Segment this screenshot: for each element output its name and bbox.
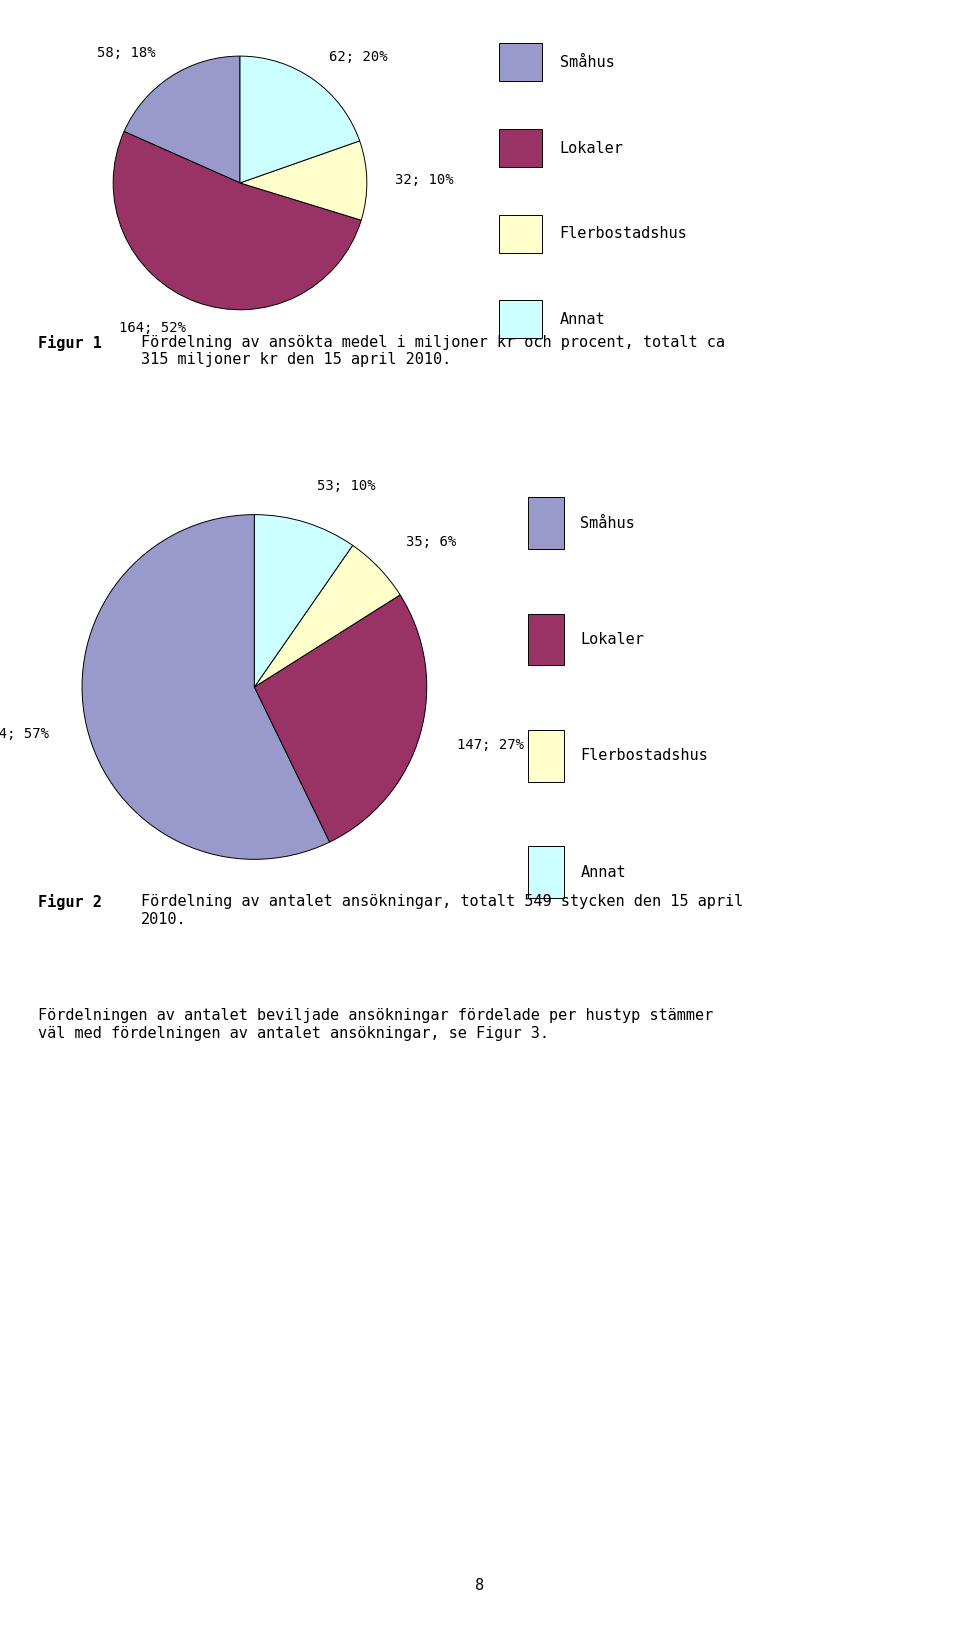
Wedge shape: [254, 514, 352, 686]
FancyBboxPatch shape: [499, 128, 542, 167]
Text: Fördelning av ansökta medel i miljoner kr och procent, totalt ca
315 miljoner kr: Fördelning av ansökta medel i miljoner k…: [141, 335, 725, 367]
Text: Lokaler: Lokaler: [560, 140, 624, 156]
Text: 147; 27%: 147; 27%: [457, 738, 523, 751]
FancyBboxPatch shape: [528, 730, 564, 782]
Wedge shape: [254, 595, 427, 842]
FancyBboxPatch shape: [528, 613, 564, 665]
Text: Annat: Annat: [560, 312, 606, 327]
Text: Fördelning av antalet ansökningar, totalt 549 stycken den 15 april
2010.: Fördelning av antalet ansökningar, total…: [141, 894, 743, 927]
FancyBboxPatch shape: [528, 847, 564, 898]
Text: 8: 8: [475, 1577, 485, 1593]
Text: 32; 10%: 32; 10%: [395, 172, 453, 187]
Text: Figur 2: Figur 2: [38, 894, 103, 911]
Text: Flerbostadshus: Flerbostadshus: [560, 226, 687, 241]
Wedge shape: [82, 514, 329, 859]
Text: Figur 1: Figur 1: [38, 335, 103, 351]
Wedge shape: [113, 132, 361, 309]
Text: Småhus: Småhus: [581, 515, 636, 530]
Text: 314; 57%: 314; 57%: [0, 727, 50, 741]
Wedge shape: [124, 55, 240, 182]
Wedge shape: [240, 141, 367, 220]
Text: Flerbostadshus: Flerbostadshus: [581, 748, 708, 764]
Wedge shape: [240, 55, 360, 182]
FancyBboxPatch shape: [528, 498, 564, 550]
Text: Småhus: Småhus: [560, 55, 614, 70]
Text: Annat: Annat: [581, 865, 626, 880]
FancyBboxPatch shape: [499, 44, 542, 81]
Text: 62; 20%: 62; 20%: [329, 50, 388, 63]
Text: Lokaler: Lokaler: [581, 633, 644, 647]
FancyBboxPatch shape: [499, 301, 542, 338]
Wedge shape: [254, 545, 400, 686]
Text: 58; 18%: 58; 18%: [97, 46, 156, 60]
Text: 35; 6%: 35; 6%: [406, 535, 457, 548]
Text: 53; 10%: 53; 10%: [317, 480, 375, 493]
FancyBboxPatch shape: [499, 215, 542, 252]
Text: Fördelningen av antalet beviljade ansökningar fördelade per hustyp stämmer
väl m: Fördelningen av antalet beviljade ansökn…: [38, 1008, 713, 1041]
Text: 164; 52%: 164; 52%: [119, 320, 186, 335]
